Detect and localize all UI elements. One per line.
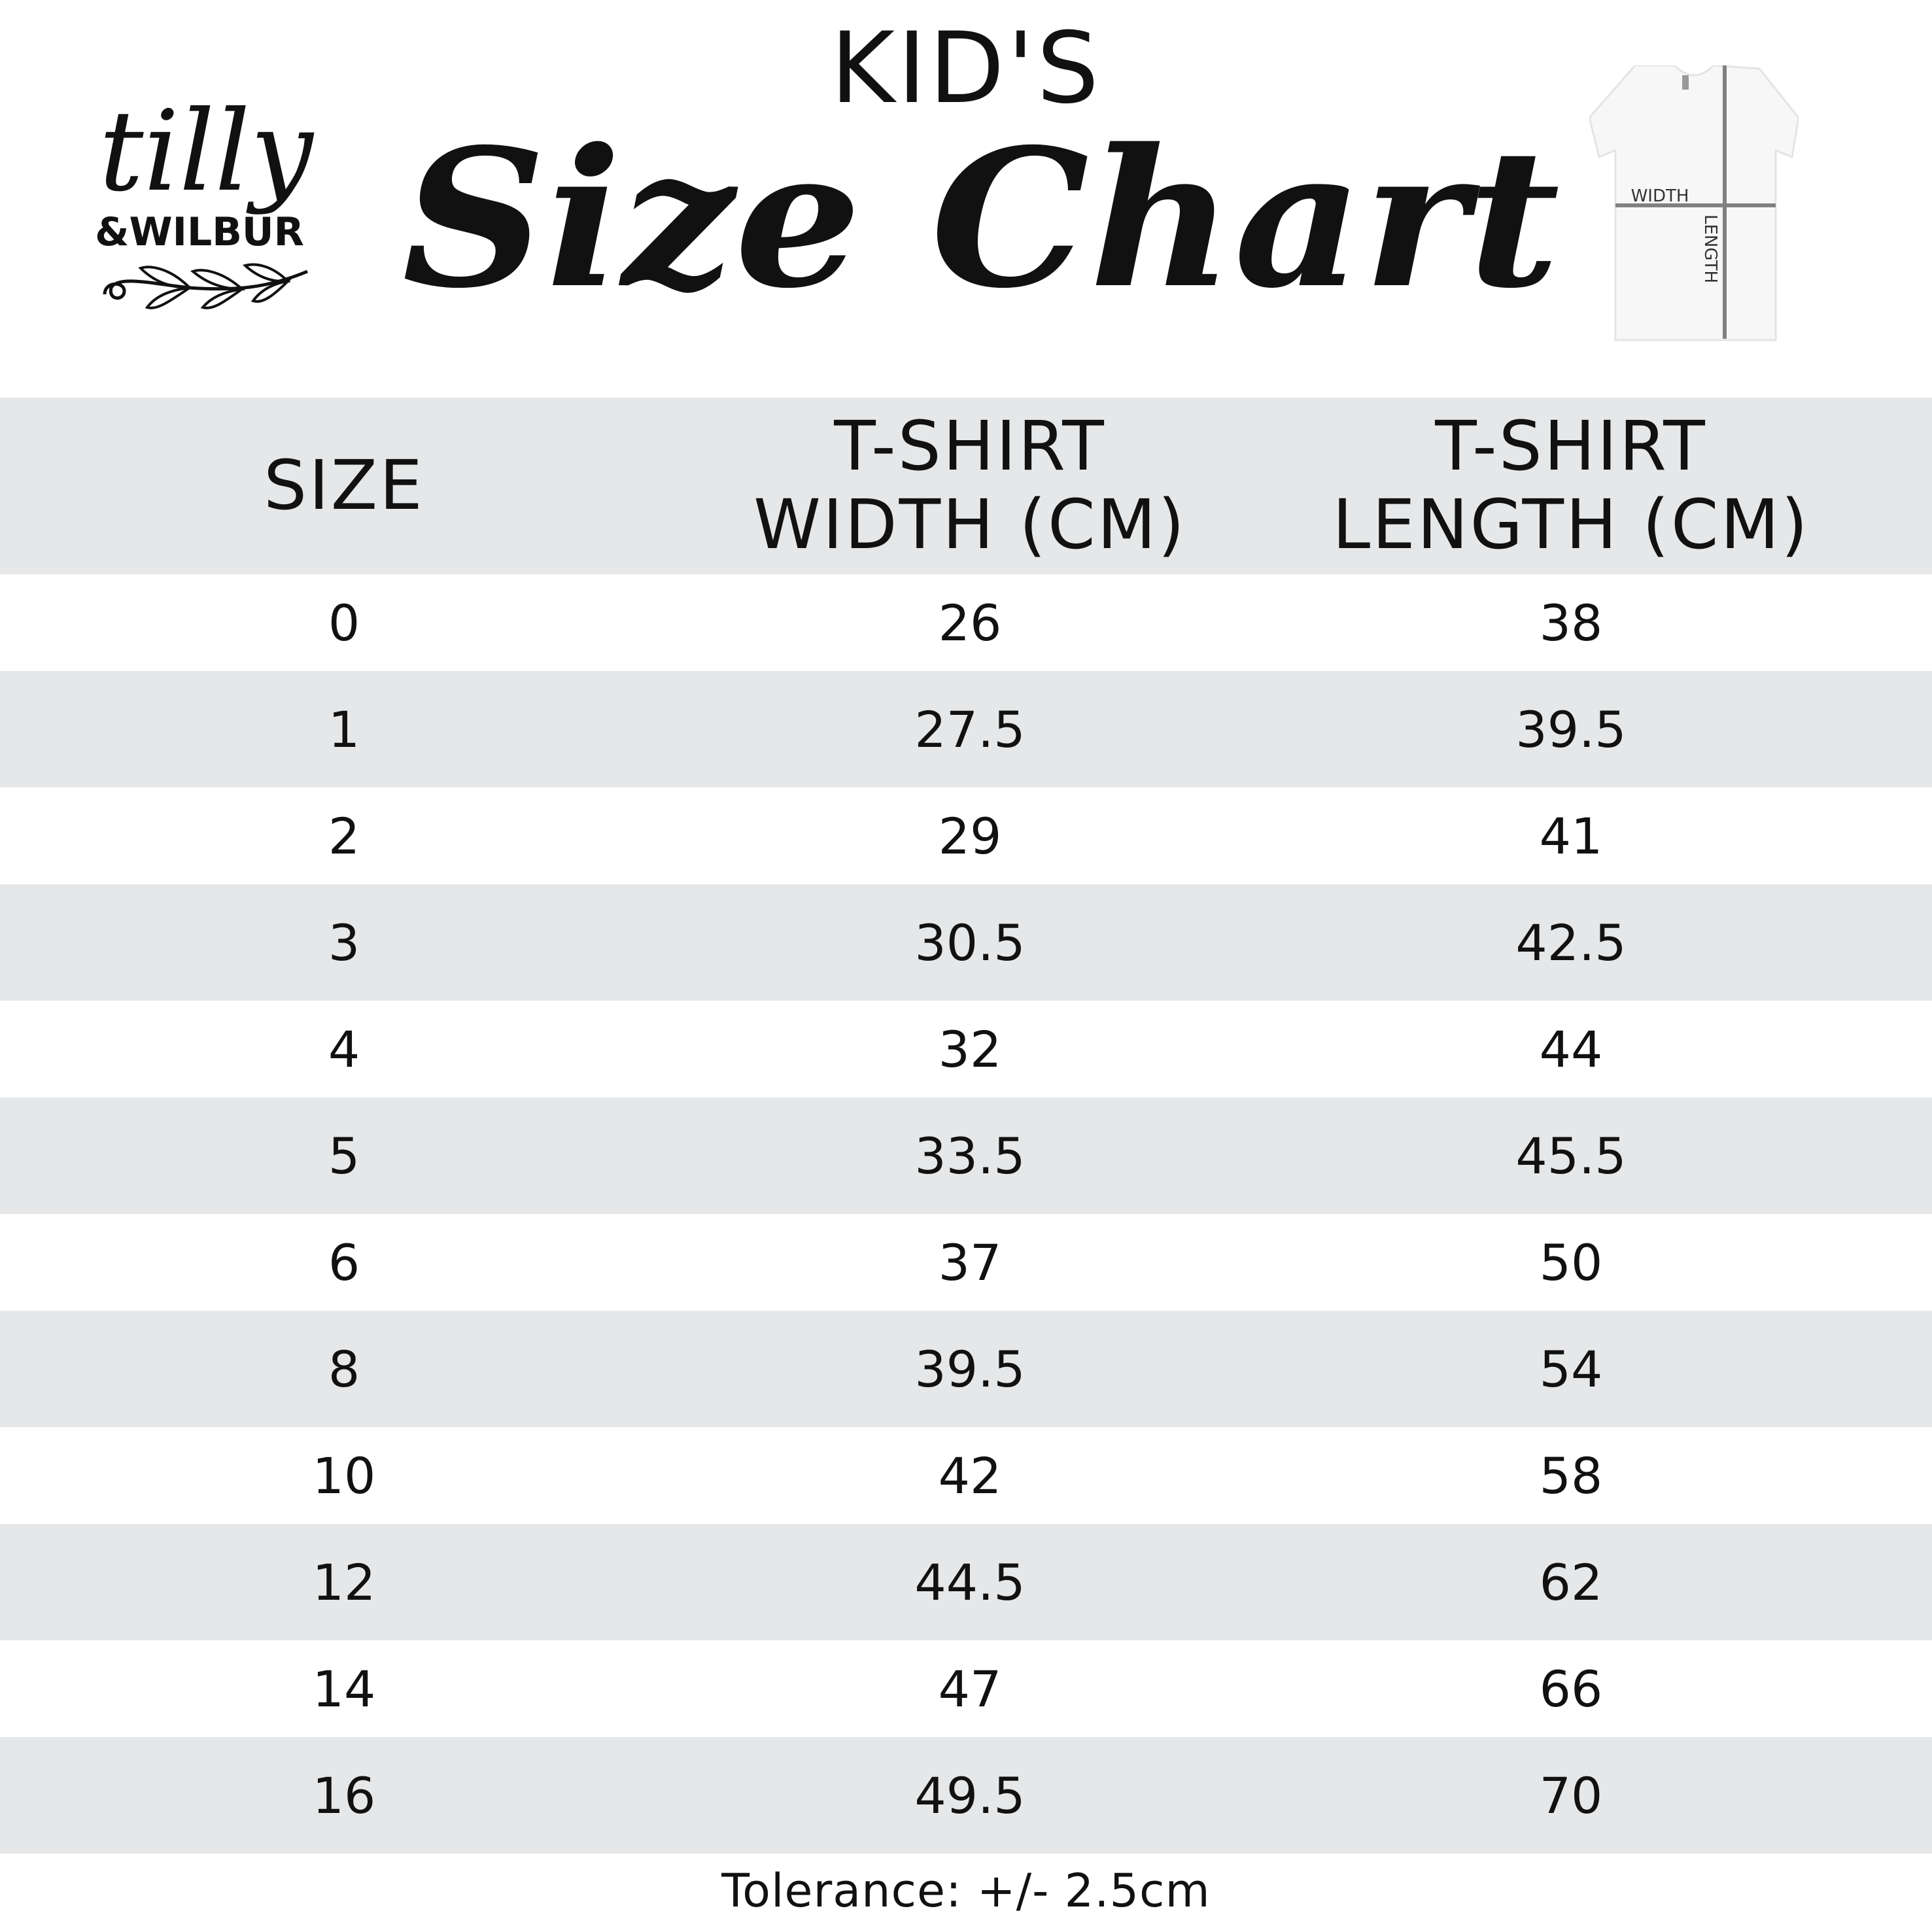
length-cell: 58: [1539, 1446, 1603, 1505]
size-cell: 5: [328, 1126, 360, 1185]
length-cell: 42.5: [1515, 913, 1627, 972]
width-label: WIDTH: [1631, 186, 1689, 206]
size-table: SIZE T-SHIRT WIDTH (CM) T-SHIRT LENGTH (…: [0, 398, 1932, 1854]
size-cell: 6: [328, 1233, 360, 1292]
table-row: 16 49.5 70: [0, 1737, 1932, 1854]
table-row: 4 32 44: [0, 1001, 1932, 1097]
table-row: 5 33.5 45.5: [0, 1097, 1932, 1214]
tolerance-note: Tolerance: +/- 2.5cm: [721, 1864, 1211, 1918]
column-header-width: T-SHIRT WIDTH (CM): [753, 406, 1186, 564]
length-cell: 70: [1539, 1766, 1603, 1825]
kicker-heading: KID'S: [830, 12, 1102, 126]
width-cell: 33.5: [914, 1126, 1026, 1185]
width-cell: 47: [938, 1659, 1002, 1718]
size-cell: 3: [328, 913, 360, 972]
size-cell: 0: [328, 593, 360, 652]
length-cell: 39.5: [1515, 700, 1627, 759]
size-cell: 4: [328, 1020, 360, 1078]
table-row: 10 42 58: [0, 1427, 1932, 1524]
width-cell: 37: [938, 1233, 1002, 1292]
length-cell: 54: [1539, 1339, 1603, 1398]
table-row: 3 30.5 42.5: [0, 884, 1932, 1001]
length-cell: 41: [1539, 806, 1603, 865]
column-header-size: SIZE: [264, 445, 424, 526]
width-cell: 44.5: [914, 1553, 1026, 1612]
width-cell: 39.5: [914, 1339, 1026, 1398]
svg-text:tilly: tilly: [99, 92, 314, 216]
table-row: 8 39.5 54: [0, 1311, 1932, 1427]
length-cell: 62: [1539, 1553, 1603, 1612]
size-cell: 14: [312, 1659, 376, 1718]
table-header: SIZE T-SHIRT WIDTH (CM) T-SHIRT LENGTH (…: [0, 398, 1932, 574]
svg-text:&WILBUR: &WILBUR: [95, 209, 304, 255]
width-cell: 32: [938, 1020, 1002, 1078]
column-header-length: T-SHIRT LENGTH (CM): [1332, 406, 1810, 564]
size-cell: 12: [312, 1553, 376, 1612]
size-cell: 8: [328, 1339, 360, 1398]
width-cell: 29: [938, 806, 1002, 865]
length-label: LENGTH: [1700, 215, 1720, 283]
width-cell: 26: [938, 593, 1002, 652]
table-row: 1 27.5 39.5: [0, 671, 1932, 787]
size-cell: 1: [328, 700, 360, 759]
tshirt-measurement-diagram: WIDTH LENGTH: [1588, 64, 1800, 347]
length-cell: 66: [1539, 1659, 1603, 1718]
table-row: 6 37 50: [0, 1214, 1932, 1311]
width-cell: 27.5: [914, 700, 1026, 759]
length-cell: 50: [1539, 1233, 1603, 1292]
brand-logo: tilly &WILBUR: [92, 87, 320, 314]
table-row: 12 44.5 62: [0, 1524, 1932, 1640]
size-cell: 16: [312, 1766, 376, 1825]
length-cell: 45.5: [1515, 1126, 1627, 1185]
table-row: 2 29 41: [0, 787, 1932, 884]
table-row: 14 47 66: [0, 1640, 1932, 1737]
page-title: Size Chart: [402, 108, 1561, 330]
width-cell: 49.5: [914, 1766, 1026, 1825]
length-cell: 44: [1539, 1020, 1603, 1078]
width-cell: 42: [938, 1446, 1002, 1505]
size-cell: 10: [312, 1446, 376, 1505]
length-cell: 38: [1539, 593, 1603, 652]
table-row: 0 26 38: [0, 574, 1932, 671]
width-cell: 30.5: [914, 913, 1026, 972]
size-cell: 2: [328, 806, 360, 865]
